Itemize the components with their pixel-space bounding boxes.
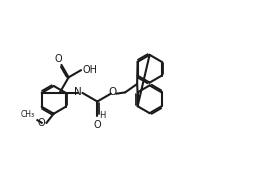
Text: O: O: [109, 87, 117, 97]
Text: CH₃: CH₃: [21, 110, 35, 119]
Text: O: O: [37, 118, 45, 128]
Text: H: H: [99, 111, 105, 120]
Text: O: O: [54, 53, 62, 64]
Text: N: N: [74, 87, 82, 97]
Text: O: O: [94, 120, 101, 130]
Text: OH: OH: [82, 65, 97, 75]
